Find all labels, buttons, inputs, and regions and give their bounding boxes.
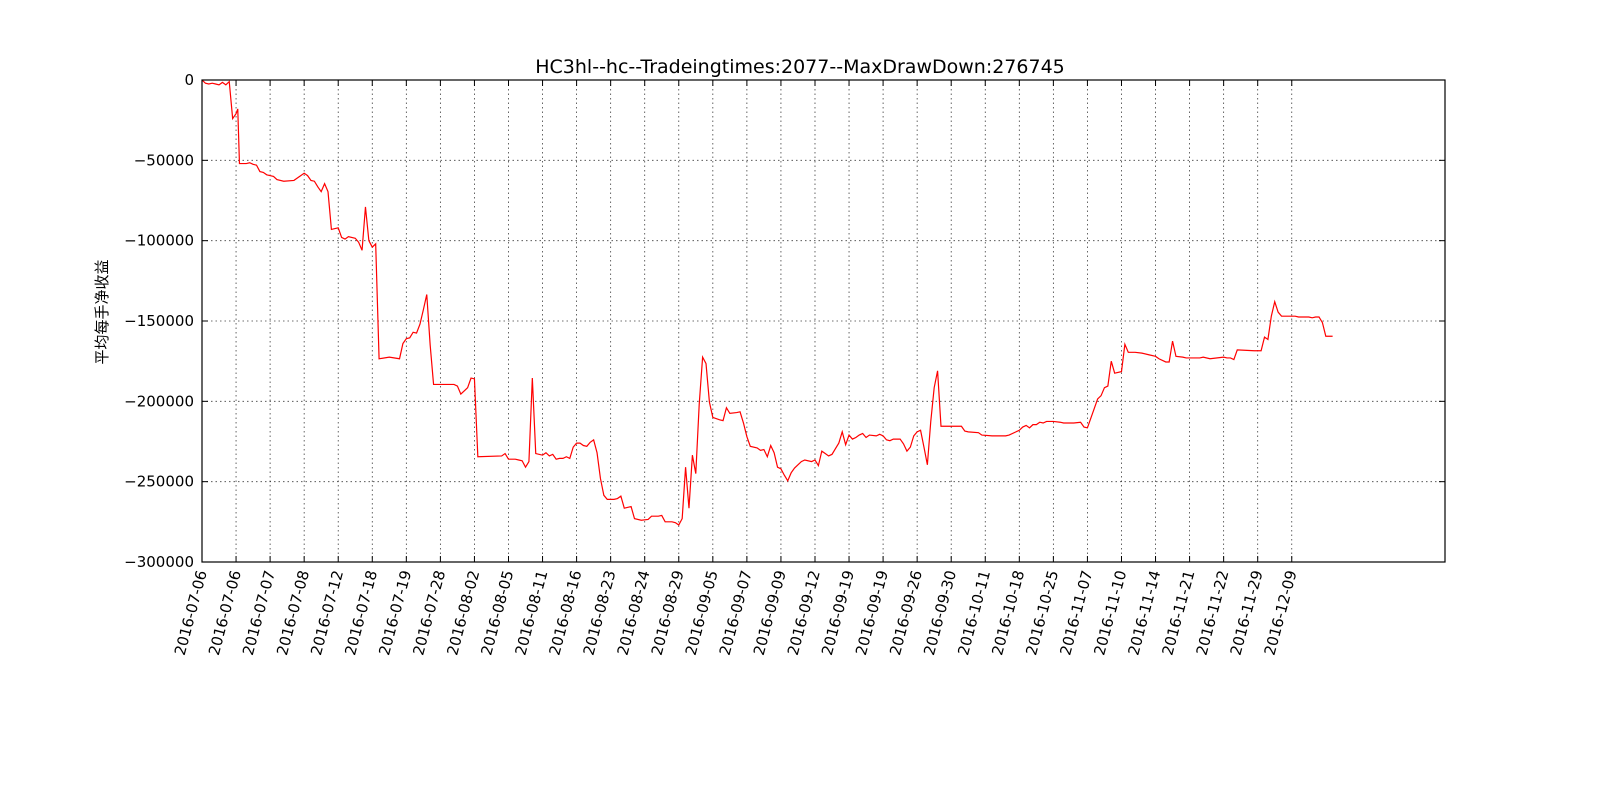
x-tick-label: 2016-10-11 bbox=[954, 568, 994, 657]
y-tick-label: −150000 bbox=[124, 312, 194, 330]
x-tick-label: 2016-08-23 bbox=[580, 568, 620, 657]
x-tick-label: 2016-09-26 bbox=[886, 568, 926, 657]
x-tick-label: 2016-07-12 bbox=[307, 568, 347, 657]
y-tick-label: 0 bbox=[184, 71, 194, 89]
axis-ticks bbox=[201, 79, 1445, 563]
x-tick-label: 2016-08-16 bbox=[546, 568, 586, 657]
x-tick-label: 2016-08-05 bbox=[477, 568, 517, 657]
y-tick-label: −300000 bbox=[124, 553, 194, 571]
x-tick-label: 2016-09-12 bbox=[784, 568, 824, 657]
x-tick-label: 2016-11-10 bbox=[1090, 568, 1130, 657]
y-tick-label: −250000 bbox=[124, 473, 194, 491]
x-tick-label: 2016-07-06 bbox=[171, 568, 211, 657]
x-tick-label: 2016-09-05 bbox=[682, 568, 722, 657]
series-line bbox=[201, 79, 1333, 526]
x-tick-label: 2016-08-11 bbox=[511, 568, 551, 657]
x-tick-label: 2016-12-09 bbox=[1261, 568, 1301, 657]
y-axis-label: 平均每手净收益 bbox=[93, 259, 111, 364]
y-tick-label: −100000 bbox=[124, 232, 194, 250]
x-tick-labels: 2016-07-062016-07-062016-07-072016-07-08… bbox=[171, 568, 1301, 657]
y-tick-label: −50000 bbox=[134, 151, 194, 169]
y-tick-label: −200000 bbox=[124, 392, 194, 410]
x-tick-label: 2016-07-28 bbox=[409, 568, 449, 657]
x-tick-label: 2016-07-07 bbox=[239, 568, 279, 657]
series-layer bbox=[201, 79, 1333, 526]
x-tick-label: 2016-11-21 bbox=[1159, 568, 1199, 657]
x-tick-label: 2016-09-19 bbox=[818, 568, 858, 657]
x-tick-label: 2016-08-24 bbox=[614, 568, 654, 657]
chart-title: HC3hl--hc--Tradeingtimes:2077--MaxDrawDo… bbox=[535, 56, 1065, 78]
x-tick-label: 2016-09-19 bbox=[852, 568, 892, 657]
x-tick-label: 2016-08-29 bbox=[648, 568, 688, 657]
x-tick-label: 2016-07-18 bbox=[341, 568, 381, 657]
x-tick-label: 2016-10-18 bbox=[988, 568, 1028, 657]
y-tick-labels: 0 −50000 −100000 −150000 −200000 −250000 −3000… bbox=[124, 71, 194, 571]
x-tick-label: 2016-09-30 bbox=[920, 568, 960, 657]
x-tick-label: 2016-11-14 bbox=[1124, 568, 1164, 657]
x-tick-label: 2016-09-07 bbox=[716, 568, 756, 657]
x-tick-label: 2016-09-09 bbox=[750, 568, 790, 657]
x-tick-label: 2016-11-07 bbox=[1056, 568, 1096, 657]
x-tick-label: 2016-11-22 bbox=[1193, 568, 1233, 657]
x-tick-label: 2016-10-25 bbox=[1022, 568, 1062, 657]
x-tick-label: 2016-08-02 bbox=[443, 568, 483, 657]
x-tick-label: 2016-07-06 bbox=[205, 568, 245, 657]
x-tick-label: 2016-11-29 bbox=[1227, 568, 1267, 657]
grid-lines bbox=[201, 79, 1445, 563]
x-tick-label: 2016-07-19 bbox=[375, 568, 415, 657]
x-tick-label: 2016-07-08 bbox=[273, 568, 313, 657]
